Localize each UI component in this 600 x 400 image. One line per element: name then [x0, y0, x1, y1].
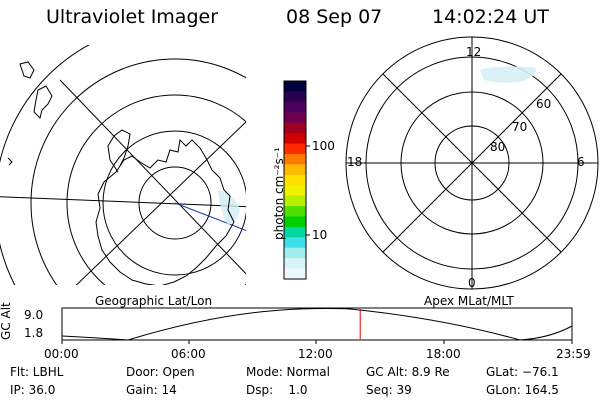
left-panel-title: Geographic Lat/Lon [95, 294, 213, 308]
peninsula-coastline [107, 129, 131, 173]
colorbar-segment [284, 164, 306, 176]
timeline-frame [61, 307, 573, 341]
colorbar-segment [284, 258, 306, 270]
geographic-map [0, 45, 246, 285]
timeline-x-tick: 12:00 [298, 347, 333, 361]
colorbar-segment [284, 174, 306, 186]
info-filter: Flt: LBHL [10, 365, 64, 379]
timeline-x-tick: 00:00 [44, 347, 79, 361]
colorbar-tick-label: 10 [312, 228, 328, 242]
info-glat: GLat: −76.1 [486, 365, 559, 379]
mlt-label-12: 12 [466, 45, 482, 59]
colorbar-segment [284, 195, 306, 207]
colorbar-segment [284, 237, 306, 249]
meridian-line [0, 196, 246, 208]
instrument-title: Ultraviolet Imager [46, 6, 219, 28]
mlt-label-0: 0 [468, 276, 476, 290]
time-label: 14:02:24 UT [432, 6, 549, 28]
info-ip: IP: 36.0 [10, 383, 56, 397]
timeline-y-tick: 9.0 [24, 308, 44, 322]
aurora-patch [218, 190, 240, 225]
info-mode: Mode: Normal [246, 365, 330, 379]
gc-alt-curve [62, 308, 572, 340]
island-mark [7, 157, 13, 166]
colorbar-segment [284, 206, 306, 218]
mlt-dial [345, 36, 599, 290]
colorbar-segment [284, 101, 306, 113]
colorbar-segment [284, 268, 306, 280]
lat-circle [30, 58, 246, 285]
colorbar-unit-label: photon cm⁻²s⁻¹ [272, 147, 286, 240]
mlt-line-diag [382, 73, 562, 253]
mlt-label-6: 6 [577, 155, 585, 169]
info-door: Door: Open [126, 365, 195, 379]
colorbar-segment [284, 226, 306, 238]
colorbar-segment [284, 247, 306, 259]
timeline-plot [61, 307, 573, 344]
date-label: 08 Sep 07 [286, 6, 383, 28]
info-glon: GLon: 164.5 [486, 383, 559, 397]
timeline-axis-label: GC Alt [0, 302, 13, 340]
colorbar-segment [284, 185, 306, 197]
colorbar-segment [284, 133, 306, 145]
colorbar-segment [284, 91, 306, 103]
antarctica-coastline [95, 138, 235, 285]
mlat-label-70: 70 [512, 120, 528, 134]
timeline-x-tick: 06:00 [171, 347, 206, 361]
colorbar-frame [283, 80, 307, 280]
lat-circle [102, 130, 246, 276]
info-gain: Gain: 14 [126, 383, 177, 397]
colorbar-segment [284, 122, 306, 134]
aurora-patch [480, 66, 536, 83]
colorbar-segment [284, 216, 306, 228]
right-panel-title: Apex MLat/MLT [424, 294, 514, 308]
new-zealand-north [19, 61, 35, 79]
timeline-x-tick: 18:00 [426, 347, 461, 361]
timeline-x-tick: 23:59 [556, 347, 591, 361]
colorbar-segment [284, 143, 306, 155]
new-zealand-coastline [33, 85, 53, 119]
colorbar [284, 81, 306, 280]
colorbar-segment [284, 81, 306, 93]
lat-circle [66, 94, 246, 285]
mlat-label-80: 80 [490, 140, 506, 154]
mlt-label-18: 18 [347, 155, 363, 169]
colorbar-segment [284, 153, 306, 165]
info-seq: Seq: 39 [366, 383, 412, 397]
meridian-line [75, 121, 246, 285]
terminator-line [174, 202, 246, 231]
info-dsp: Dsp: 1.0 [246, 383, 308, 397]
info-gc-alt: GC Alt: 8.9 Re [366, 365, 450, 379]
lat-circle [138, 166, 212, 240]
colorbar-segment [284, 112, 306, 124]
colorbar-tick-label: 100 [312, 139, 335, 153]
mlat-label-60: 60 [536, 97, 552, 111]
timeline-y-tick: 1.8 [24, 326, 44, 340]
